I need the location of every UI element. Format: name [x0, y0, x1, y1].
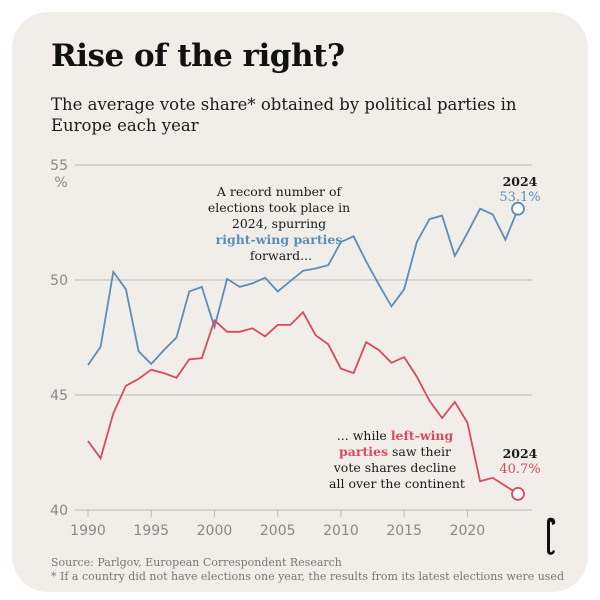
left-wing-series-line	[87, 310, 519, 495]
x-tick-label-2005: 2005	[260, 523, 296, 539]
y-unit-label: %	[54, 175, 67, 191]
x-tick-label-1995: 1995	[133, 523, 169, 539]
y-tick-label-45: 45	[50, 388, 68, 404]
footnote: * If a country did not have elections on…	[51, 570, 564, 583]
right-wing-series-line	[87, 207, 519, 366]
left-end-year-label: 2024	[503, 446, 538, 461]
x-tick-label-2000: 2000	[197, 523, 233, 539]
source-note: Source: Parlgov, European Correspondent …	[51, 556, 342, 569]
y-axis-ticks: 40 45 50 55%	[50, 158, 68, 519]
right-wing-end-marker	[511, 201, 525, 216]
y-tick-label-55: 55	[50, 158, 68, 174]
gridlines	[75, 164, 532, 511]
left-wing-end-marker	[511, 486, 525, 501]
right-annotation-line-5: forward...	[250, 248, 312, 263]
right-annotation-highlight: right-wing parties	[216, 232, 343, 247]
right-end-value-label: 53.1%	[499, 190, 540, 205]
left-annotation-highlight-1: left-wing	[391, 428, 454, 443]
left-end-value-label: 40.7%	[499, 462, 540, 477]
chart-title: Rise of the right?	[51, 38, 345, 74]
right-annotation-line-1: A record number of	[216, 184, 343, 199]
right-annotation-line-2: elections took place in	[208, 200, 350, 215]
right-annotation: A record number of elections took place …	[208, 184, 354, 263]
y-tick-label-50: 50	[50, 273, 68, 289]
left-annotation-after: saw their	[388, 444, 451, 459]
left-annotation-line-4: all over the continent	[329, 476, 465, 491]
publisher-logo-icon	[547, 517, 556, 555]
series-lines	[87, 201, 525, 501]
x-tick-label-2015: 2015	[386, 523, 422, 539]
chart-subtitle: The average vote share* obtained by poli…	[51, 95, 517, 135]
right-end-year-label: 2024	[503, 174, 538, 189]
left-annotation: ... while left-wing parties saw their vo…	[329, 428, 465, 491]
chart-footer: Source: Parlgov, European Correspondent …	[51, 556, 564, 584]
x-tick-label-2010: 2010	[323, 523, 359, 539]
left-annotation-line-3: vote shares decline	[333, 460, 457, 475]
y-tick-label-40: 40	[50, 503, 68, 519]
x-tick-label-1990: 1990	[70, 523, 106, 539]
x-tick-label-2020: 2020	[450, 523, 486, 539]
left-annotation-highlight-2: parties	[339, 444, 388, 459]
left-annotation-start: ... while	[337, 428, 391, 443]
x-axis-ticks: 1990 1995 2000 2005 2010 2015 2020	[70, 510, 485, 539]
right-annotation-line-3: 2024, spurring	[232, 216, 326, 231]
